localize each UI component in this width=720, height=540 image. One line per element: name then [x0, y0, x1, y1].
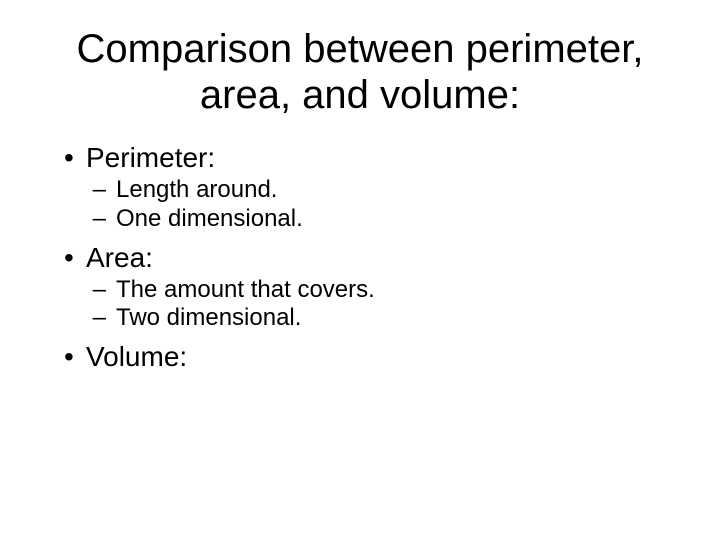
bullet-marker: •	[60, 242, 86, 274]
sub-list-item: – One dimensional.	[60, 205, 660, 234]
sub-list: – Length around. – One dimensional.	[60, 176, 660, 234]
list-item-label: Volume:	[86, 341, 187, 373]
bullet-marker: –	[60, 176, 116, 205]
list-item: • Volume:	[60, 341, 660, 373]
slide-title: Comparison between perimeter, area, and …	[60, 26, 660, 118]
sub-list-item-label: Two dimensional.	[116, 304, 301, 333]
sub-list: – The amount that covers. – Two dimensio…	[60, 276, 660, 334]
bullet-marker: •	[60, 341, 86, 373]
sub-list-item: – Length around.	[60, 176, 660, 205]
list-item-label: Area:	[86, 242, 153, 274]
sub-list-item: – Two dimensional.	[60, 304, 660, 333]
bullet-list: • Perimeter: – Length around. – One dime…	[60, 142, 660, 373]
list-item-label: Perimeter:	[86, 142, 215, 174]
bullet-marker: –	[60, 304, 116, 333]
slide: Comparison between perimeter, area, and …	[0, 0, 720, 540]
list-item: • Perimeter: – Length around. – One dime…	[60, 142, 660, 234]
bullet-marker: •	[60, 142, 86, 174]
sub-list-item-label: One dimensional.	[116, 205, 303, 234]
bullet-marker: –	[60, 276, 116, 305]
bullet-marker: –	[60, 205, 116, 234]
sub-list-item: – The amount that covers.	[60, 276, 660, 305]
sub-list-item-label: Length around.	[116, 176, 277, 205]
list-item: • Area: – The amount that covers. – Two …	[60, 242, 660, 334]
sub-list-item-label: The amount that covers.	[116, 276, 375, 305]
slide-content: • Perimeter: – Length around. – One dime…	[60, 142, 660, 373]
